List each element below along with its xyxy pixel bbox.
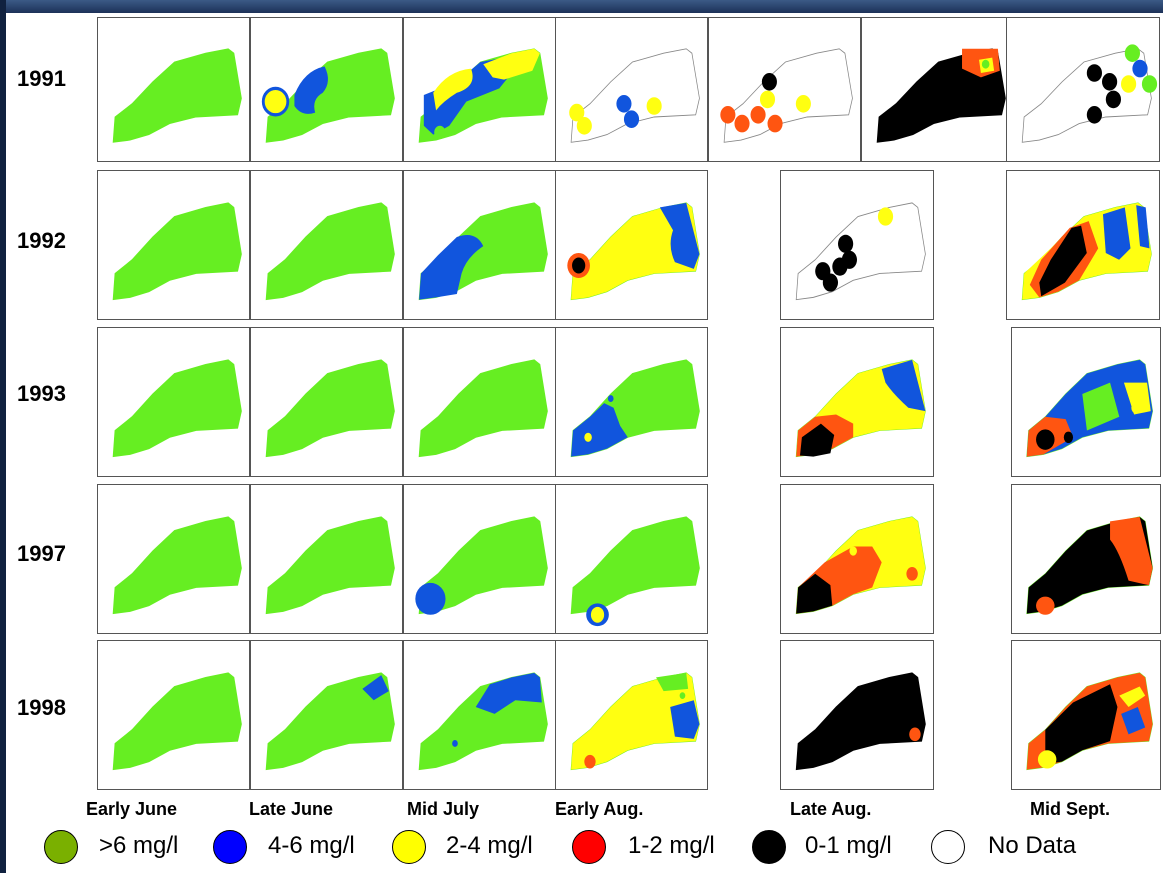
map-1998-0 (97, 640, 250, 790)
legend-swatch-4-6 (213, 830, 247, 864)
map-1993-4 (780, 327, 934, 477)
legend-label-2-4: 2-4 mg/l (446, 832, 533, 859)
year-label-1998: 1998 (17, 695, 66, 720)
legend-swatch-2-4 (392, 830, 426, 864)
map-1993-2 (403, 327, 556, 477)
map-1993-0 (97, 327, 250, 477)
year-label-1993: 1993 (17, 381, 66, 406)
map-1997-5 (1011, 484, 1161, 634)
year-label-1997: 1997 (17, 541, 66, 566)
period-label-early-june: Early June (86, 799, 178, 819)
legend-label-gt6: >6 mg/l (99, 832, 179, 859)
map-1997-1 (250, 484, 403, 634)
legend-swatch-1-2 (572, 830, 606, 864)
map-1993-3 (555, 327, 708, 477)
period-label-early-aug: Early Aug. (555, 799, 644, 819)
map-1997-2 (403, 484, 556, 634)
period-label-mid-sept: Mid Sept. (1030, 799, 1110, 819)
map-1998-4 (780, 640, 934, 790)
period-label-late-june: Late June (249, 799, 334, 819)
map-1992-1 (250, 170, 403, 320)
map-1993-1 (250, 327, 403, 477)
period-label-mid-july: Mid July (407, 799, 480, 819)
year-label-1991: 1991 (17, 66, 66, 91)
map-1998-3 (555, 640, 708, 790)
map-1997-3 (555, 484, 708, 634)
map-1998-1 (250, 640, 403, 790)
window-edge (0, 0, 6, 873)
map-1991-0 (97, 17, 250, 162)
map-1991-6 (1006, 17, 1160, 162)
map-1992-4 (780, 170, 934, 320)
map-1991-4 (708, 17, 861, 162)
legend-swatch-gt6 (44, 830, 78, 864)
map-1998-2 (403, 640, 556, 790)
map-1992-0 (97, 170, 250, 320)
map-1991-5 (861, 17, 1014, 162)
map-1991-1 (250, 17, 403, 162)
legend-label-4-6: 4-6 mg/l (268, 832, 355, 859)
legend-label-no-data: No Data (988, 832, 1077, 859)
map-1997-4 (780, 484, 934, 634)
year-label-1992: 1992 (17, 228, 66, 253)
map-1991-2 (403, 17, 556, 162)
map-1997-0 (97, 484, 250, 634)
map-1991-3 (555, 17, 708, 162)
legend-swatch-no-data (931, 830, 965, 864)
title-bar-band (0, 0, 1163, 13)
period-label-late-aug: Late Aug. (790, 799, 872, 819)
map-1993-5 (1011, 327, 1161, 477)
map-1992-5 (1006, 170, 1160, 320)
map-1992-2 (403, 170, 556, 320)
legend-label-0-1: 0-1 mg/l (805, 832, 892, 859)
map-1998-5 (1011, 640, 1161, 790)
legend-label-1-2: 1-2 mg/l (628, 832, 715, 859)
map-1992-3 (555, 170, 708, 320)
legend-swatch-0-1 (752, 830, 786, 864)
